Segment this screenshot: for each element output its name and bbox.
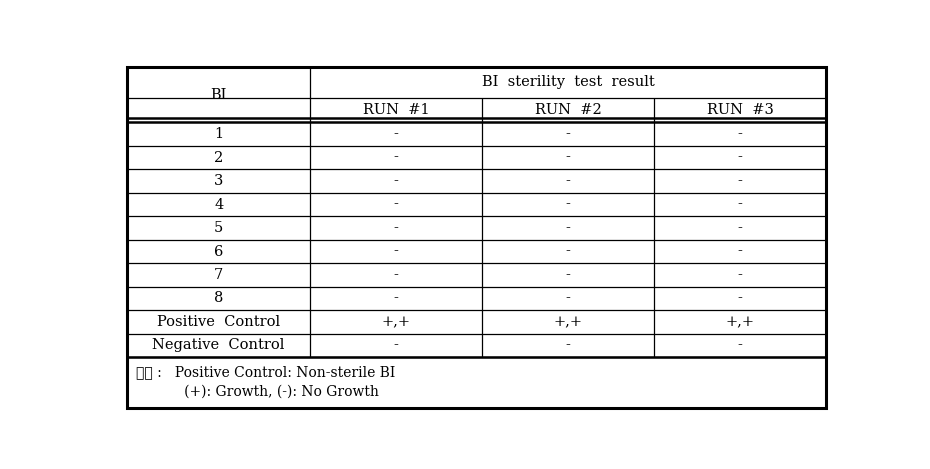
Text: -: - [393, 151, 399, 165]
Text: 6: 6 [214, 244, 223, 258]
Text: BI: BI [210, 88, 227, 102]
Text: RUN  #1: RUN #1 [363, 103, 430, 117]
Text: -: - [737, 292, 743, 305]
Text: 2: 2 [214, 151, 223, 165]
Text: -: - [565, 151, 571, 165]
Text: -: - [393, 339, 399, 352]
Text: -: - [393, 244, 399, 258]
Text: 비고 :   Positive Control: Non-sterile BI: 비고 : Positive Control: Non-sterile BI [136, 365, 395, 379]
Text: -: - [737, 339, 743, 352]
Text: +,+: +,+ [553, 315, 583, 329]
Text: BI  sterility  test  result: BI sterility test result [482, 76, 655, 90]
Text: +,+: +,+ [381, 315, 411, 329]
Text: -: - [565, 339, 571, 352]
Text: -: - [737, 151, 743, 165]
Text: -: - [737, 127, 743, 141]
Text: Positive  Control: Positive Control [157, 315, 280, 329]
Text: 7: 7 [214, 268, 223, 282]
Text: -: - [565, 174, 571, 188]
Text: -: - [737, 268, 743, 282]
Text: -: - [565, 244, 571, 258]
Text: -: - [737, 197, 743, 212]
Text: -: - [393, 127, 399, 141]
Text: -: - [565, 127, 571, 141]
Text: RUN  #3: RUN #3 [707, 103, 774, 117]
Text: 1: 1 [214, 127, 223, 141]
Text: -: - [393, 197, 399, 212]
Text: -: - [393, 268, 399, 282]
Text: -: - [565, 268, 571, 282]
Text: -: - [737, 221, 743, 235]
Text: -: - [565, 221, 571, 235]
Text: 4: 4 [214, 197, 223, 212]
Text: -: - [393, 292, 399, 305]
Text: -: - [565, 292, 571, 305]
Text: -: - [737, 174, 743, 188]
Text: 8: 8 [214, 292, 223, 305]
Text: 5: 5 [214, 221, 223, 235]
Text: -: - [737, 244, 743, 258]
Text: -: - [393, 221, 399, 235]
Text: 3: 3 [214, 174, 223, 188]
Text: (+): Growth, (-): No Growth: (+): Growth, (-): No Growth [136, 385, 379, 399]
Text: +,+: +,+ [725, 315, 755, 329]
Text: -: - [565, 197, 571, 212]
Text: -: - [393, 174, 399, 188]
Text: RUN  #2: RUN #2 [535, 103, 602, 117]
Text: Negative  Control: Negative Control [153, 339, 285, 352]
